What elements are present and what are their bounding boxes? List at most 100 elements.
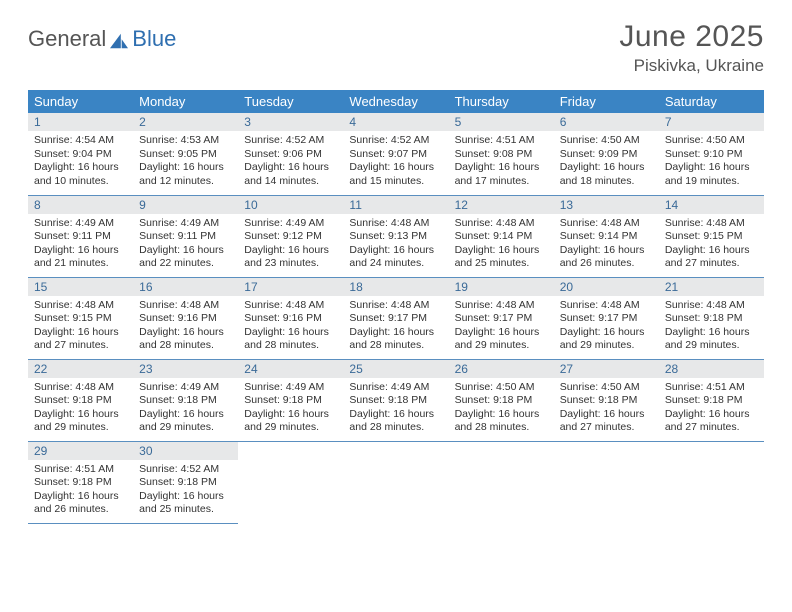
- day-number: 18: [343, 278, 448, 296]
- day-details: Sunrise: 4:52 AMSunset: 9:18 PMDaylight:…: [133, 460, 238, 522]
- weekday-header: Thursday: [449, 90, 554, 113]
- day-cell: 7Sunrise: 4:50 AMSunset: 9:10 PMDaylight…: [659, 113, 764, 195]
- day-cell: ..: [343, 441, 448, 523]
- day-details: Sunrise: 4:48 AMSunset: 9:17 PMDaylight:…: [343, 296, 448, 358]
- day-cell: 8Sunrise: 4:49 AMSunset: 9:11 PMDaylight…: [28, 195, 133, 277]
- day-number: 21: [659, 278, 764, 296]
- weekday-header: Wednesday: [343, 90, 448, 113]
- day-details: Sunrise: 4:49 AMSunset: 9:12 PMDaylight:…: [238, 214, 343, 276]
- day-cell: ..: [449, 441, 554, 523]
- day-number: 15: [28, 278, 133, 296]
- day-details: Sunrise: 4:48 AMSunset: 9:17 PMDaylight:…: [554, 296, 659, 358]
- weekday-header: Saturday: [659, 90, 764, 113]
- day-details: Sunrise: 4:50 AMSunset: 9:18 PMDaylight:…: [449, 378, 554, 440]
- page-header: General Blue June 2025 Piskivka, Ukraine: [28, 20, 764, 76]
- day-cell: 10Sunrise: 4:49 AMSunset: 9:12 PMDayligh…: [238, 195, 343, 277]
- calendar-body: 1Sunrise: 4:54 AMSunset: 9:04 PMDaylight…: [28, 113, 764, 523]
- day-number: 27: [554, 360, 659, 378]
- calendar-row: 8Sunrise: 4:49 AMSunset: 9:11 PMDaylight…: [28, 195, 764, 277]
- day-number: 19: [449, 278, 554, 296]
- day-cell: 17Sunrise: 4:48 AMSunset: 9:16 PMDayligh…: [238, 277, 343, 359]
- day-number: 24: [238, 360, 343, 378]
- sail-icon: [108, 30, 130, 48]
- day-details: Sunrise: 4:49 AMSunset: 9:11 PMDaylight:…: [133, 214, 238, 276]
- day-cell: 28Sunrise: 4:51 AMSunset: 9:18 PMDayligh…: [659, 359, 764, 441]
- day-cell: 19Sunrise: 4:48 AMSunset: 9:17 PMDayligh…: [449, 277, 554, 359]
- day-number: 11: [343, 196, 448, 214]
- day-details: Sunrise: 4:48 AMSunset: 9:17 PMDaylight:…: [449, 296, 554, 358]
- day-cell: 25Sunrise: 4:49 AMSunset: 9:18 PMDayligh…: [343, 359, 448, 441]
- day-details: Sunrise: 4:50 AMSunset: 9:18 PMDaylight:…: [554, 378, 659, 440]
- day-details: Sunrise: 4:49 AMSunset: 9:11 PMDaylight:…: [28, 214, 133, 276]
- day-cell: 15Sunrise: 4:48 AMSunset: 9:15 PMDayligh…: [28, 277, 133, 359]
- day-details: Sunrise: 4:53 AMSunset: 9:05 PMDaylight:…: [133, 131, 238, 193]
- day-details: Sunrise: 4:49 AMSunset: 9:18 PMDaylight:…: [238, 378, 343, 440]
- day-details: Sunrise: 4:48 AMSunset: 9:15 PMDaylight:…: [28, 296, 133, 358]
- day-cell: 26Sunrise: 4:50 AMSunset: 9:18 PMDayligh…: [449, 359, 554, 441]
- day-number: 30: [133, 442, 238, 460]
- day-number: 29: [28, 442, 133, 460]
- day-number: 22: [28, 360, 133, 378]
- day-details: Sunrise: 4:49 AMSunset: 9:18 PMDaylight:…: [133, 378, 238, 440]
- weekday-header: Tuesday: [238, 90, 343, 113]
- day-details: Sunrise: 4:48 AMSunset: 9:14 PMDaylight:…: [449, 214, 554, 276]
- day-details: Sunrise: 4:48 AMSunset: 9:16 PMDaylight:…: [133, 296, 238, 358]
- day-cell: ..: [659, 441, 764, 523]
- day-number: 2: [133, 113, 238, 131]
- day-cell: 3Sunrise: 4:52 AMSunset: 9:06 PMDaylight…: [238, 113, 343, 195]
- calendar-grid: Sunday Monday Tuesday Wednesday Thursday…: [28, 90, 764, 524]
- day-number: 5: [449, 113, 554, 131]
- day-cell: 20Sunrise: 4:48 AMSunset: 9:17 PMDayligh…: [554, 277, 659, 359]
- day-number: 28: [659, 360, 764, 378]
- day-details: Sunrise: 4:49 AMSunset: 9:18 PMDaylight:…: [343, 378, 448, 440]
- weekday-header: Friday: [554, 90, 659, 113]
- day-cell: ..: [238, 441, 343, 523]
- weekday-header: Sunday: [28, 90, 133, 113]
- day-number: 8: [28, 196, 133, 214]
- day-number: 17: [238, 278, 343, 296]
- day-details: Sunrise: 4:52 AMSunset: 9:07 PMDaylight:…: [343, 131, 448, 193]
- day-details: Sunrise: 4:48 AMSunset: 9:13 PMDaylight:…: [343, 214, 448, 276]
- day-cell: 24Sunrise: 4:49 AMSunset: 9:18 PMDayligh…: [238, 359, 343, 441]
- logo-text-2: Blue: [132, 26, 176, 52]
- day-details: Sunrise: 4:51 AMSunset: 9:18 PMDaylight:…: [28, 460, 133, 522]
- day-cell: 5Sunrise: 4:51 AMSunset: 9:08 PMDaylight…: [449, 113, 554, 195]
- weekday-header-row: Sunday Monday Tuesday Wednesday Thursday…: [28, 90, 764, 113]
- title-block: June 2025 Piskivka, Ukraine: [619, 20, 764, 76]
- day-number: 10: [238, 196, 343, 214]
- day-cell: 6Sunrise: 4:50 AMSunset: 9:09 PMDaylight…: [554, 113, 659, 195]
- day-cell: 2Sunrise: 4:53 AMSunset: 9:05 PMDaylight…: [133, 113, 238, 195]
- day-cell: 12Sunrise: 4:48 AMSunset: 9:14 PMDayligh…: [449, 195, 554, 277]
- day-number: 16: [133, 278, 238, 296]
- day-number: 14: [659, 196, 764, 214]
- day-cell: 9Sunrise: 4:49 AMSunset: 9:11 PMDaylight…: [133, 195, 238, 277]
- day-details: Sunrise: 4:48 AMSunset: 9:18 PMDaylight:…: [28, 378, 133, 440]
- day-number: 13: [554, 196, 659, 214]
- day-details: Sunrise: 4:48 AMSunset: 9:14 PMDaylight:…: [554, 214, 659, 276]
- logo-text-1: General: [28, 26, 106, 52]
- day-cell: 1Sunrise: 4:54 AMSunset: 9:04 PMDaylight…: [28, 113, 133, 195]
- day-number: 4: [343, 113, 448, 131]
- logo: General Blue: [28, 20, 176, 52]
- day-details: Sunrise: 4:50 AMSunset: 9:09 PMDaylight:…: [554, 131, 659, 193]
- calendar-page: General Blue June 2025 Piskivka, Ukraine…: [0, 0, 792, 544]
- calendar-row: 29Sunrise: 4:51 AMSunset: 9:18 PMDayligh…: [28, 441, 764, 523]
- day-number: 6: [554, 113, 659, 131]
- day-details: Sunrise: 4:52 AMSunset: 9:06 PMDaylight:…: [238, 131, 343, 193]
- day-cell: 22Sunrise: 4:48 AMSunset: 9:18 PMDayligh…: [28, 359, 133, 441]
- day-details: Sunrise: 4:51 AMSunset: 9:08 PMDaylight:…: [449, 131, 554, 193]
- calendar-row: 15Sunrise: 4:48 AMSunset: 9:15 PMDayligh…: [28, 277, 764, 359]
- location-label: Piskivka, Ukraine: [619, 56, 764, 76]
- day-cell: ..: [554, 441, 659, 523]
- day-number: 23: [133, 360, 238, 378]
- day-cell: 27Sunrise: 4:50 AMSunset: 9:18 PMDayligh…: [554, 359, 659, 441]
- day-cell: 30Sunrise: 4:52 AMSunset: 9:18 PMDayligh…: [133, 441, 238, 523]
- weekday-header: Monday: [133, 90, 238, 113]
- day-cell: 4Sunrise: 4:52 AMSunset: 9:07 PMDaylight…: [343, 113, 448, 195]
- day-number: 7: [659, 113, 764, 131]
- day-number: 12: [449, 196, 554, 214]
- day-number: 1: [28, 113, 133, 131]
- day-cell: 14Sunrise: 4:48 AMSunset: 9:15 PMDayligh…: [659, 195, 764, 277]
- day-cell: 23Sunrise: 4:49 AMSunset: 9:18 PMDayligh…: [133, 359, 238, 441]
- day-details: Sunrise: 4:54 AMSunset: 9:04 PMDaylight:…: [28, 131, 133, 193]
